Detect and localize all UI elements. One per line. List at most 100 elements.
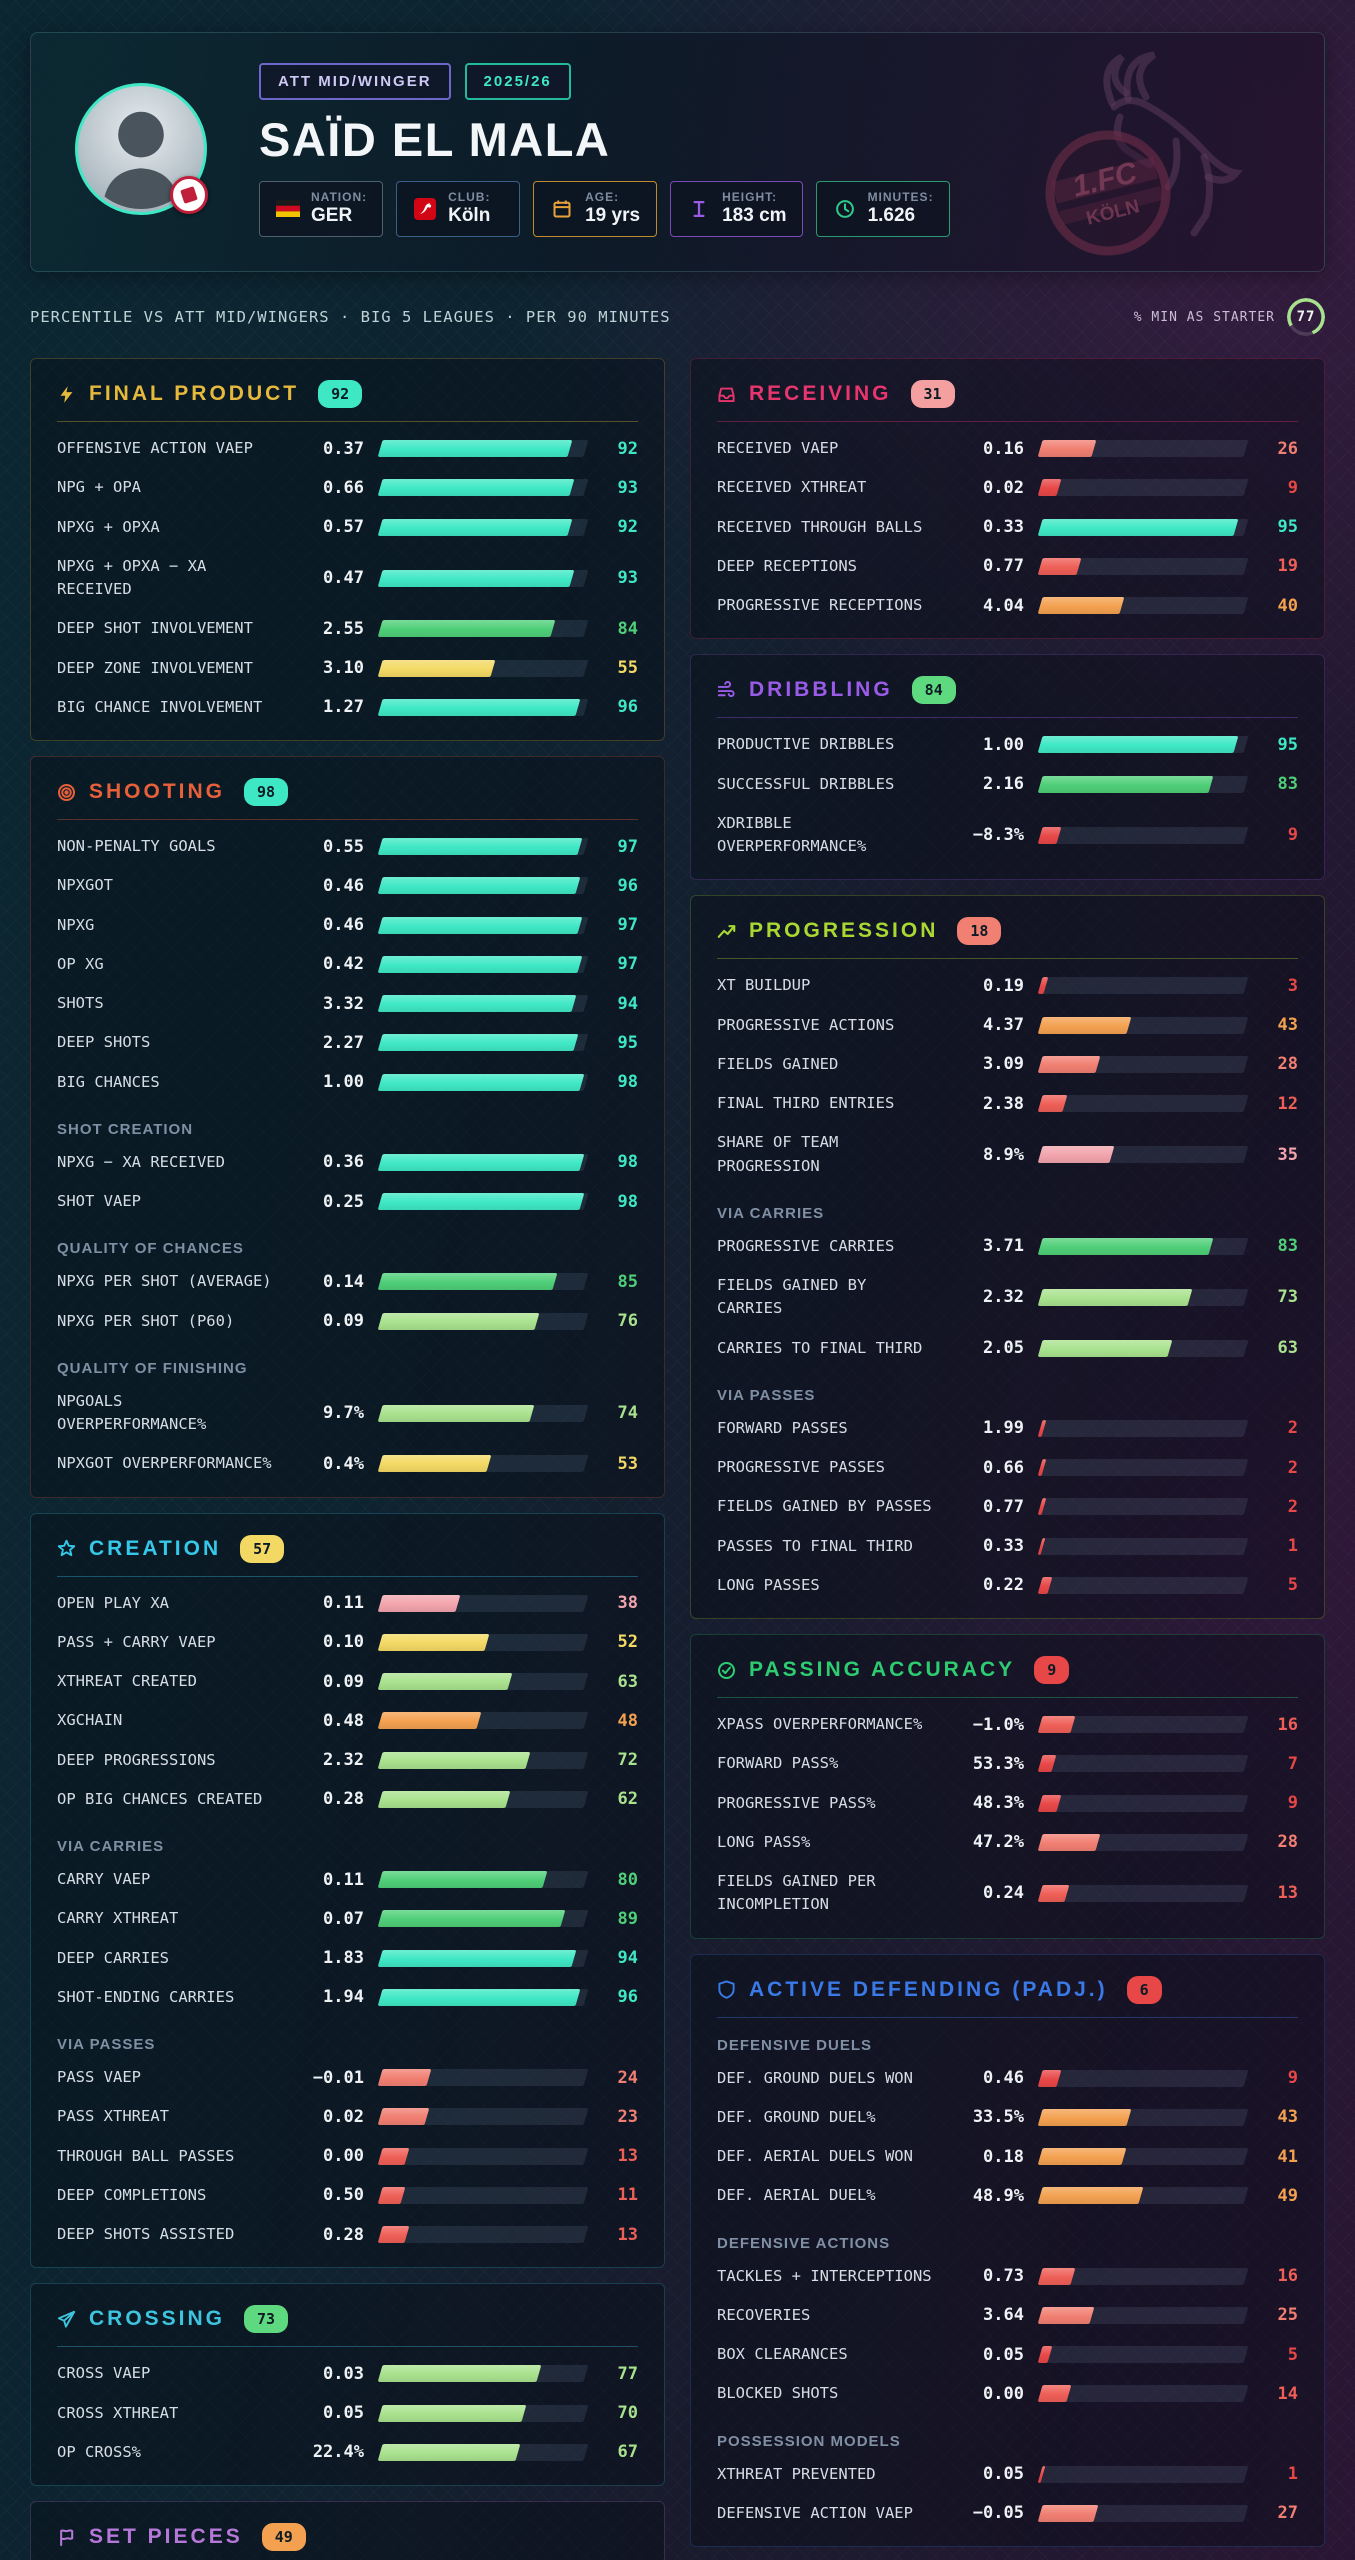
subsection-heading: POSSESSION MODELS (717, 2432, 901, 2450)
stat-row: DEEP CARRIES 1.83 94 (57, 1939, 638, 1978)
section-divider (57, 819, 638, 820)
section-rows: RECEIVED VAEP 0.16 26 RECEIVED XTHREAT 0… (717, 429, 1298, 625)
stat-value: 3.32 (323, 993, 364, 1014)
stat-bar-track (1037, 479, 1249, 497)
stat-row: FIELDS GAINED PER INCOMPLETION 0.24 13 (717, 1862, 1298, 1925)
stat-label: SHOT VAEP (57, 1192, 141, 1210)
stat-row: BOX CLEARANCES 0.05 5 (717, 2335, 1298, 2374)
ruler-icon (686, 199, 712, 219)
section-divider (57, 2346, 638, 2348)
stat-row: FORWARD PASSES 1.99 2 (717, 1409, 1298, 1448)
stat-bar-fill (1037, 2267, 1076, 2285)
stat-bar-fill (1037, 1794, 1061, 1812)
stat-value: 0.16 (983, 438, 1024, 459)
stat-label: PROGRESSIVE PASSES (717, 1458, 885, 1476)
stat-value: −1.0% (972, 1714, 1024, 1735)
section-rows: XT BUILDUP 0.19 3 PROGRESSIVE ACTIONS 4.… (717, 966, 1298, 1605)
stat-bar-track (377, 1871, 589, 1889)
stat-value: 0.05 (323, 2403, 364, 2424)
section-percentile-badge: 49 (261, 2523, 306, 2551)
section-divider (57, 1575, 638, 1577)
stat-row: SHARE OF TEAM PROGRESSION 8.9% 35 (717, 1123, 1298, 1186)
stat-value: 0.00 (323, 2146, 364, 2167)
stat-row: RECEIVED XTHREAT 0.02 9 (717, 468, 1298, 507)
stat-bar-track (377, 955, 589, 973)
stat-percentile: 19 (1277, 556, 1298, 577)
stat-bar-track (377, 1073, 589, 1091)
stat-percentile: 62 (617, 1789, 638, 1810)
stat-row: XTHREAT PREVENTED 0.05 1 (717, 2455, 1298, 2494)
starter-value: 77 (1296, 309, 1316, 325)
stat-bar-fill (377, 1988, 581, 2006)
stat-label: FORWARD PASSES (717, 1418, 848, 1437)
section-rows: CROSS VAEP 0.03 77 CROSS XTHREAT 0.05 70… (57, 2354, 638, 2472)
section-title: FINAL PRODUCT (89, 382, 300, 405)
section-rows: NON-PENALTY GOALS 0.55 97 NPXGOT 0.46 96… (57, 827, 638, 1484)
stat-percentile: 96 (617, 697, 638, 718)
stat-bar-track (1037, 1146, 1249, 1163)
stat-value: 4.37 (983, 1015, 1024, 1036)
stat-label: RECEIVED VAEP (717, 439, 839, 457)
stat-bar-track (377, 569, 589, 587)
inbox-icon (717, 385, 736, 404)
stat-row: NPXG PER SHOT (P60) 0.09 76 (57, 1302, 638, 1341)
stat-bar-track (1037, 2069, 1249, 2087)
stat-bar-fill (1037, 440, 1096, 458)
stat-percentile: 77 (617, 2363, 638, 2384)
section-title: PASSING ACCURACY (749, 1658, 1016, 1681)
stat-value: 0.42 (323, 954, 364, 975)
meta-row: PERCENTILE VS ATT MID/WINGERS · BIG 5 LE… (30, 296, 1325, 338)
stat-value: 0.46 (983, 2068, 1024, 2089)
stat-bar-track (377, 1153, 589, 1171)
stat-bar-fill (1037, 2504, 1099, 2522)
stat-percentile: 41 (1277, 2146, 1298, 2167)
stat-label: SHARE OF TEAM PROGRESSION (717, 1133, 839, 1175)
stat-percentile: 28 (1277, 1054, 1298, 1075)
stat-bar-track (1037, 977, 1249, 995)
stat-label: DEEP ZONE INVOLVEMENT (57, 658, 253, 677)
section-percentile-badge: 9 (1034, 1656, 1070, 1684)
subsection-heading: QUALITY OF CHANCES (57, 1240, 244, 1258)
stat-label: PASSES TO FINAL THIRD (717, 1536, 913, 1555)
svg-text:1.FC: 1.FC (1069, 156, 1141, 204)
stat-label: FIELDS GAINED PER INCOMPLETION (717, 1872, 876, 1914)
stat-row: DEEP SHOTS 2.27 95 (57, 1023, 638, 1062)
player-info-row: NATION: GER CLUB: Köln AGE: 19 yrs HEIGH… (259, 181, 994, 237)
stat-percentile: 13 (617, 2146, 638, 2167)
stat-percentile: 97 (617, 836, 638, 857)
stat-bar-fill (1037, 1884, 1070, 1902)
section-percentile-badge: 98 (244, 778, 289, 806)
stat-value: 0.66 (983, 1457, 1024, 1478)
stat-value: 1.00 (323, 1072, 364, 1093)
stat-bar-track (377, 877, 589, 895)
stat-bar-track (1037, 2465, 1249, 2483)
stat-value: 0.48 (323, 1710, 364, 1731)
stat-value: 0.57 (323, 517, 364, 538)
stat-value: 0.09 (323, 1671, 364, 1692)
stat-label: NPXG PER SHOT (AVERAGE) (57, 1272, 272, 1291)
stat-row: XDRIBBLE OVERPERFORMANCE% −8.3% 9 (717, 804, 1298, 867)
target-icon (57, 783, 76, 802)
stat-percentile: 28 (1277, 1832, 1298, 1853)
subsection-heading: DEFENSIVE ACTIONS (717, 2234, 891, 2252)
stat-percentile: 92 (617, 517, 638, 538)
stat-label: CARRY VAEP (57, 1870, 151, 1888)
stat-percentile: 97 (617, 915, 638, 936)
stat-bar-fill (1037, 1576, 1053, 1594)
section-percentile-badge: 57 (240, 1534, 285, 1563)
stat-bar-fill (377, 1712, 482, 1730)
stat-label: RECEIVED THROUGH BALLS (717, 517, 923, 536)
stat-row: OP CROSS% 22.4% 67 (57, 2433, 638, 2472)
shield-icon (717, 1980, 736, 1999)
stat-value: 0.50 (323, 2185, 364, 2206)
stat-value: 2.32 (323, 1750, 364, 1771)
stat-percentile: 49 (1277, 2185, 1298, 2206)
stat-value: 3.71 (983, 1236, 1024, 1257)
stat-bar-track (377, 2147, 589, 2165)
stat-percentile: 2 (1287, 1457, 1298, 1478)
stat-bar-fill (377, 2147, 410, 2165)
section-divider (717, 2016, 1298, 2018)
stat-bar-fill (1037, 1537, 1046, 1555)
stat-bar-fill (1037, 1288, 1193, 1306)
stat-bar-fill (377, 1751, 531, 1769)
